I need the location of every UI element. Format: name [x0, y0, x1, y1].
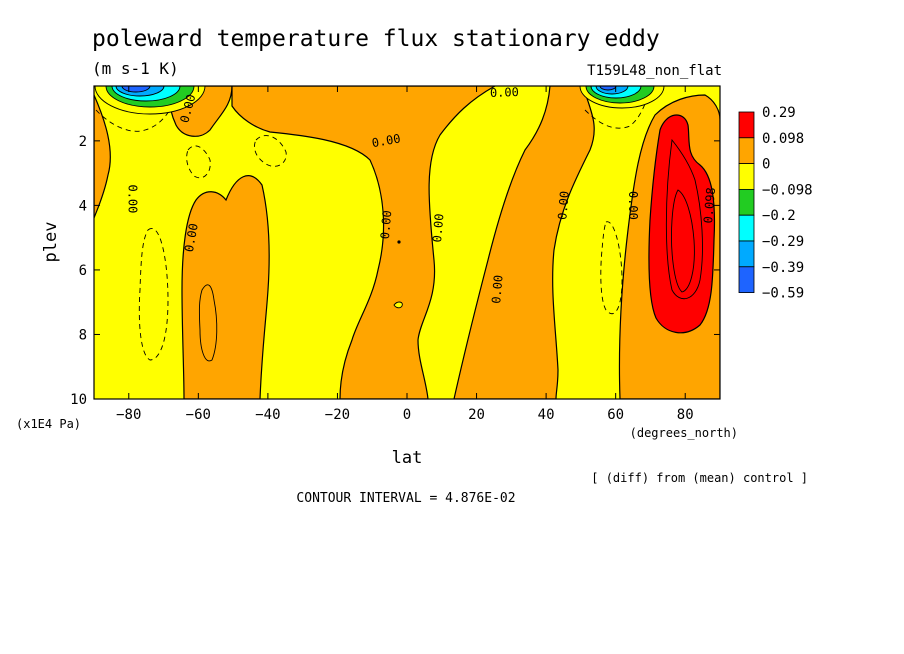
inner-contour-red-1	[665, 138, 703, 300]
contour-label: 0.00	[490, 85, 519, 100]
run-label: T159L48_non_flat	[587, 63, 722, 79]
y-tick-label: 10	[70, 392, 87, 408]
colorbar-label: −0.098	[762, 182, 813, 198]
colorbar-label: −0.2	[762, 208, 796, 224]
negative-core-right	[579, 86, 665, 109]
x-tick-label: −40	[255, 407, 280, 423]
colorbar-label: 0.098	[762, 131, 804, 147]
contour-label: 0.00	[182, 222, 201, 253]
dashed-contour-3	[254, 135, 287, 167]
colorbar-label: −0.29	[762, 234, 804, 250]
contour-label-layer: 0.000.000.000.000.00 0.000.000.000.00 0.00…	[125, 85, 718, 304]
colorbar-label: −0.59	[762, 286, 804, 302]
chart-title: poleward temperature flux stationary edd…	[92, 26, 660, 52]
contour-label: 0.00	[378, 210, 394, 240]
small-contour-dot	[397, 240, 401, 244]
x-tick-label: −80	[116, 407, 141, 423]
inner-contour-red-2	[671, 189, 695, 293]
orange-region-left-band	[181, 175, 270, 399]
contour-label: 0.00	[371, 131, 402, 150]
contour-label: 0.098	[701, 187, 718, 224]
negative-core-left	[94, 86, 206, 115]
contour-label-text: 0.00	[182, 222, 201, 253]
colorbar-swatch	[738, 266, 755, 293]
inner-contours	[198, 138, 703, 362]
inner-contour-orange-left	[198, 284, 218, 362]
contour-label-text: 0.00	[555, 190, 571, 220]
x-axis-label: lat	[392, 448, 423, 468]
dashed-contour-1	[95, 99, 176, 132]
colorbar-swatch	[738, 240, 755, 268]
colorbar-swatch	[738, 137, 755, 165]
contour-label: 0.00	[125, 184, 139, 213]
contour-interval: CONTOUR INTERVAL = 4.876E-02	[296, 491, 515, 506]
contour-label: 0.00	[555, 190, 571, 220]
y-tick-label: 4	[79, 198, 87, 214]
x-tick-label: 80	[677, 407, 694, 423]
colorbar-swatch	[738, 214, 755, 242]
units-label: (m s-1 K)	[92, 59, 179, 78]
contour-label: 0.00	[626, 191, 640, 220]
colorbar-swatch	[738, 111, 755, 139]
x-axis-units: (degrees_north)	[630, 426, 738, 440]
x-tick-label: 20	[468, 407, 485, 423]
orange-region-central-band	[231, 86, 497, 399]
contour-label-text: 0.00	[371, 131, 402, 150]
colorbar-label: 0	[762, 157, 770, 173]
contour-label-text: 0.00	[490, 85, 519, 100]
dashed-contour-4	[138, 228, 169, 361]
y-axis-label: plev	[41, 222, 61, 263]
colorbar-label: −0.39	[762, 260, 804, 276]
x-tick-label: 0	[403, 407, 411, 423]
small-contour-loop	[393, 301, 403, 309]
negative-contours	[95, 94, 649, 361]
contour-label-text: 0.00	[489, 274, 505, 304]
colorbar-label: 0.29	[762, 105, 796, 121]
y-tick-label: 2	[79, 134, 87, 150]
contour-label-text: 0.00	[626, 191, 640, 220]
colorbar-swatch	[738, 188, 755, 216]
contour-label-text: 0.00	[125, 184, 139, 213]
contour-label: 0.00	[489, 274, 505, 304]
y-tick-label: 8	[79, 327, 87, 343]
red-region	[648, 114, 716, 334]
colorbar-swatch	[738, 163, 755, 190]
dashed-contour-2	[186, 145, 211, 179]
y-tick-label: 6	[79, 263, 87, 279]
contour-label-text: 0.00	[430, 213, 446, 243]
y-axis-units: (x1E4 Pa)	[16, 417, 81, 431]
orange-region-right-band	[453, 86, 595, 399]
x-tick-label: −60	[186, 407, 211, 423]
colorbar: 0.29 0.098 0 −0.098 −0.2 −0.29 −0.39 −0.59	[738, 105, 813, 302]
x-tick-label: 40	[538, 407, 555, 423]
y-axis-ticks: 2 4 6 8 10	[70, 134, 720, 408]
diff-note: [ (diff) from (mean) control ]	[591, 471, 808, 485]
x-axis-ticks: −80 −60 −40 −20 0 20 40 60 80	[116, 86, 694, 423]
plot-area: 0.000.000.000.000.00 0.000.000.000.00 0.00…	[94, 85, 720, 399]
contour-label-text: 0.00	[378, 210, 394, 240]
x-tick-label: −20	[325, 407, 350, 423]
contour-label-text: 0.098	[701, 187, 718, 224]
orange-region-left-edge	[94, 94, 111, 219]
x-tick-label: 60	[607, 407, 624, 423]
contour-label: 0.00	[430, 213, 446, 243]
